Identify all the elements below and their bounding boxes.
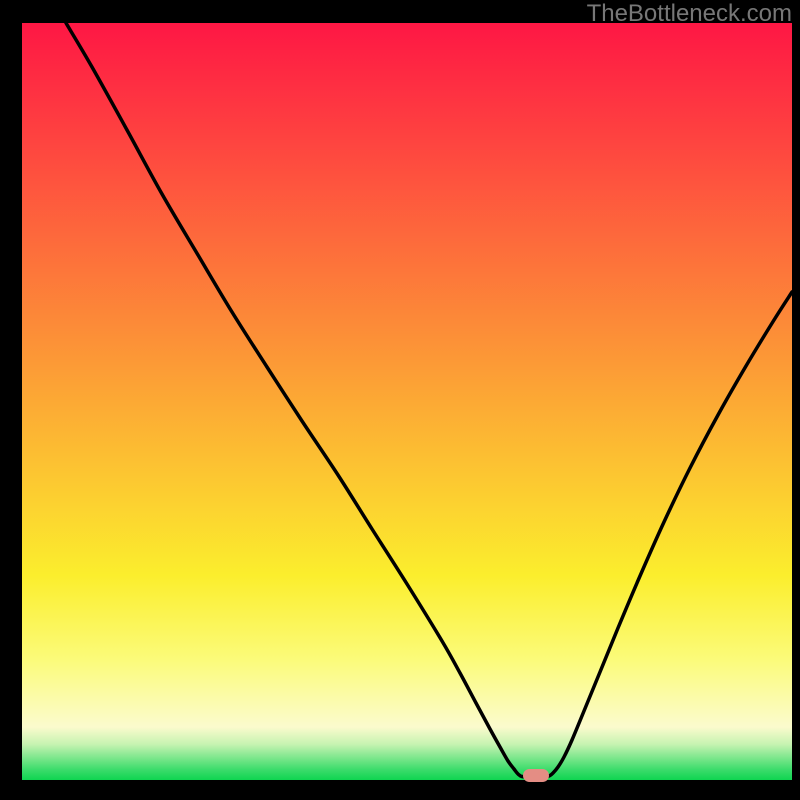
optimum-marker bbox=[523, 769, 549, 782]
bottleneck-curve bbox=[22, 23, 792, 780]
